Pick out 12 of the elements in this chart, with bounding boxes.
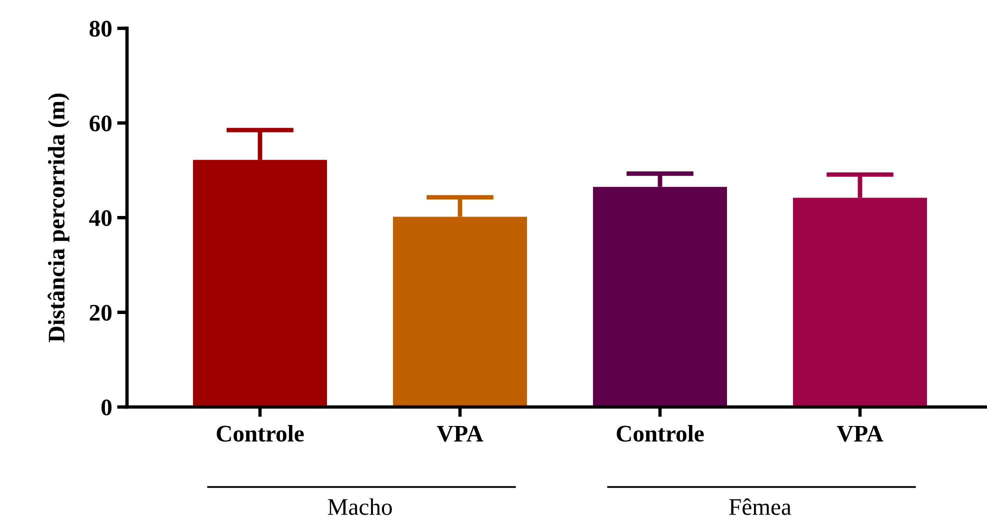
text: Macho: [328, 498, 392, 515]
x-tick-label: VPA: [836, 426, 884, 442]
y-axis-title: Distância percorrida (m): [48, 94, 70, 342]
y-tick-label: 80: [90, 20, 112, 37]
x-tick-label: Controle: [616, 425, 704, 442]
y-tick-label: 0: [102, 399, 112, 416]
y-tick-label: 20: [90, 304, 112, 321]
x-tick-label: VPA: [436, 426, 484, 442]
text: Fêmea: [729, 498, 792, 515]
y-tick-label: 40: [89, 210, 112, 226]
y-tick-label: 60: [90, 115, 112, 132]
x-tick-label: Controle: [216, 425, 304, 442]
